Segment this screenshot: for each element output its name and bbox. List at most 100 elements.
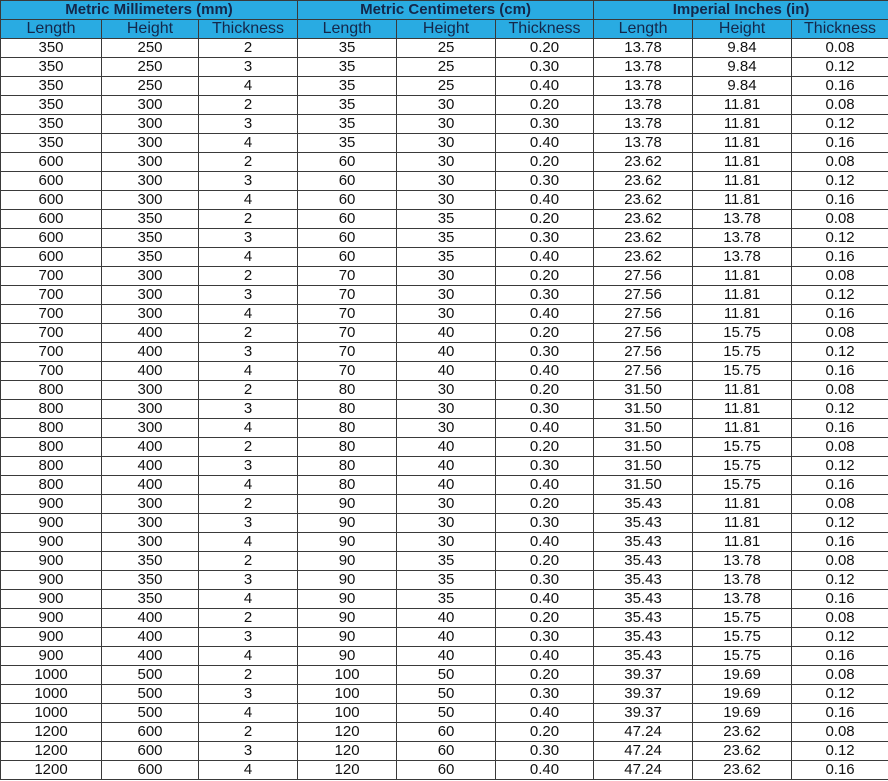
table-cell: 15.75 xyxy=(692,342,793,362)
table-row: 600 300 4 60 30 0.40 23.62 11.81 0.16 xyxy=(0,190,888,210)
table-cell: 30 xyxy=(396,285,497,305)
table-cell: 800 xyxy=(0,437,102,457)
table-row: 900 400 2 90 40 0.20 35.43 15.75 0.08 xyxy=(0,608,888,628)
table-cell: 900 xyxy=(0,589,102,609)
table-row: 800 400 4 80 40 0.40 31.50 15.75 0.16 xyxy=(0,475,888,495)
table-cell: 13.78 xyxy=(692,228,793,248)
table-cell: 4 xyxy=(197,247,299,267)
table-cell: 3 xyxy=(197,114,299,134)
table-row: 900 400 3 90 40 0.30 35.43 15.75 0.12 xyxy=(0,627,888,647)
column-header-thickness: Thickness xyxy=(791,19,888,39)
table-cell: 400 xyxy=(101,646,199,666)
table-cell: 30 xyxy=(396,532,497,552)
table-cell: 0.12 xyxy=(791,513,888,533)
table-cell: 11.81 xyxy=(692,266,793,286)
table-cell: 0.30 xyxy=(495,114,595,134)
table-cell: 300 xyxy=(101,418,199,438)
table-cell: 0.12 xyxy=(791,570,888,590)
table-cell: 0.30 xyxy=(495,684,595,704)
table-cell: 300 xyxy=(101,513,199,533)
table-cell: 0.16 xyxy=(791,703,888,723)
table-cell: 4 xyxy=(197,532,299,552)
table-cell: 1000 xyxy=(0,684,102,704)
table-cell: 40 xyxy=(396,342,497,362)
table-row: 1000 500 2 100 50 0.20 39.37 19.69 0.08 xyxy=(0,665,888,685)
table-cell: 900 xyxy=(0,513,102,533)
table-cell: 0.08 xyxy=(791,266,888,286)
table-cell: 0.12 xyxy=(791,228,888,248)
table-cell: 600 xyxy=(0,228,102,248)
table-cell: 3 xyxy=(197,171,299,191)
table-row: 1000 500 4 100 50 0.40 39.37 19.69 0.16 xyxy=(0,703,888,723)
table-row: 800 400 2 80 40 0.20 31.50 15.75 0.08 xyxy=(0,437,888,457)
table-cell: 11.81 xyxy=(692,532,793,552)
table-cell: 0.08 xyxy=(791,608,888,628)
table-cell: 30 xyxy=(396,266,497,286)
table-cell: 3 xyxy=(197,57,299,77)
column-header-row: Length Height Thickness Length Height Thickne… xyxy=(0,19,888,39)
table-cell: 30 xyxy=(396,133,497,153)
table-cell: 11.81 xyxy=(692,95,793,115)
table-row: 600 300 3 60 30 0.30 23.62 11.81 0.12 xyxy=(0,171,888,191)
table-cell: 120 xyxy=(297,760,398,780)
table-cell: 0.12 xyxy=(791,57,888,77)
table-cell: 0.12 xyxy=(791,285,888,305)
table-cell: 4 xyxy=(197,361,299,381)
table-row: 900 300 2 90 30 0.20 35.43 11.81 0.08 xyxy=(0,494,888,514)
table-cell: 4 xyxy=(197,760,299,780)
table-cell: 3 xyxy=(197,342,299,362)
table-cell: 90 xyxy=(297,646,398,666)
table-cell: 25 xyxy=(396,57,497,77)
table-cell: 11.81 xyxy=(692,304,793,324)
table-cell: 4 xyxy=(197,133,299,153)
table-cell: 300 xyxy=(101,285,199,305)
table-cell: 2 xyxy=(197,437,299,457)
table-cell: 40 xyxy=(396,323,497,343)
table-cell: 70 xyxy=(297,323,398,343)
table-cell: 40 xyxy=(396,456,497,476)
table-cell: 27.56 xyxy=(593,285,694,305)
table-cell: 0.40 xyxy=(495,589,595,609)
table-cell: 60 xyxy=(297,152,398,172)
table-row: 700 300 4 70 30 0.40 27.56 11.81 0.16 xyxy=(0,304,888,324)
table-cell: 0.12 xyxy=(791,171,888,191)
table-cell: 500 xyxy=(101,665,199,685)
table-cell: 0.20 xyxy=(495,95,595,115)
table-row: 700 400 3 70 40 0.30 27.56 15.75 0.12 xyxy=(0,342,888,362)
table-cell: 0.16 xyxy=(791,760,888,780)
table-cell: 30 xyxy=(396,304,497,324)
table-cell: 0.30 xyxy=(495,741,595,761)
table-cell: 2 xyxy=(197,152,299,172)
table-cell: 35.43 xyxy=(593,551,694,571)
table-cell: 23.62 xyxy=(593,171,694,191)
table-cell: 0.30 xyxy=(495,285,595,305)
table-cell: 900 xyxy=(0,532,102,552)
table-cell: 350 xyxy=(101,228,199,248)
table-cell: 3 xyxy=(197,741,299,761)
table-cell: 31.50 xyxy=(593,418,694,438)
table-cell: 300 xyxy=(101,190,199,210)
table-cell: 27.56 xyxy=(593,342,694,362)
table-cell: 0.12 xyxy=(791,456,888,476)
table-cell: 600 xyxy=(101,760,199,780)
table-cell: 90 xyxy=(297,551,398,571)
table-cell: 0.40 xyxy=(495,133,595,153)
table-cell: 4 xyxy=(197,190,299,210)
table-cell: 1000 xyxy=(0,665,102,685)
table-cell: 31.50 xyxy=(593,380,694,400)
table-cell: 0.20 xyxy=(495,665,595,685)
table-cell: 23.62 xyxy=(593,247,694,267)
table-cell: 0.30 xyxy=(495,627,595,647)
table-cell: 35.43 xyxy=(593,646,694,666)
table-row: 800 400 3 80 40 0.30 31.50 15.75 0.12 xyxy=(0,456,888,476)
table-cell: 13.78 xyxy=(593,76,694,96)
table-cell: 700 xyxy=(0,342,102,362)
table-cell: 13.78 xyxy=(692,551,793,571)
table-cell: 15.75 xyxy=(692,646,793,666)
table-cell: 13.78 xyxy=(593,114,694,134)
table-cell: 19.69 xyxy=(692,665,793,685)
table-cell: 0.40 xyxy=(495,418,595,438)
table-cell: 800 xyxy=(0,475,102,495)
table-cell: 0.20 xyxy=(495,494,595,514)
table-cell: 11.81 xyxy=(692,114,793,134)
